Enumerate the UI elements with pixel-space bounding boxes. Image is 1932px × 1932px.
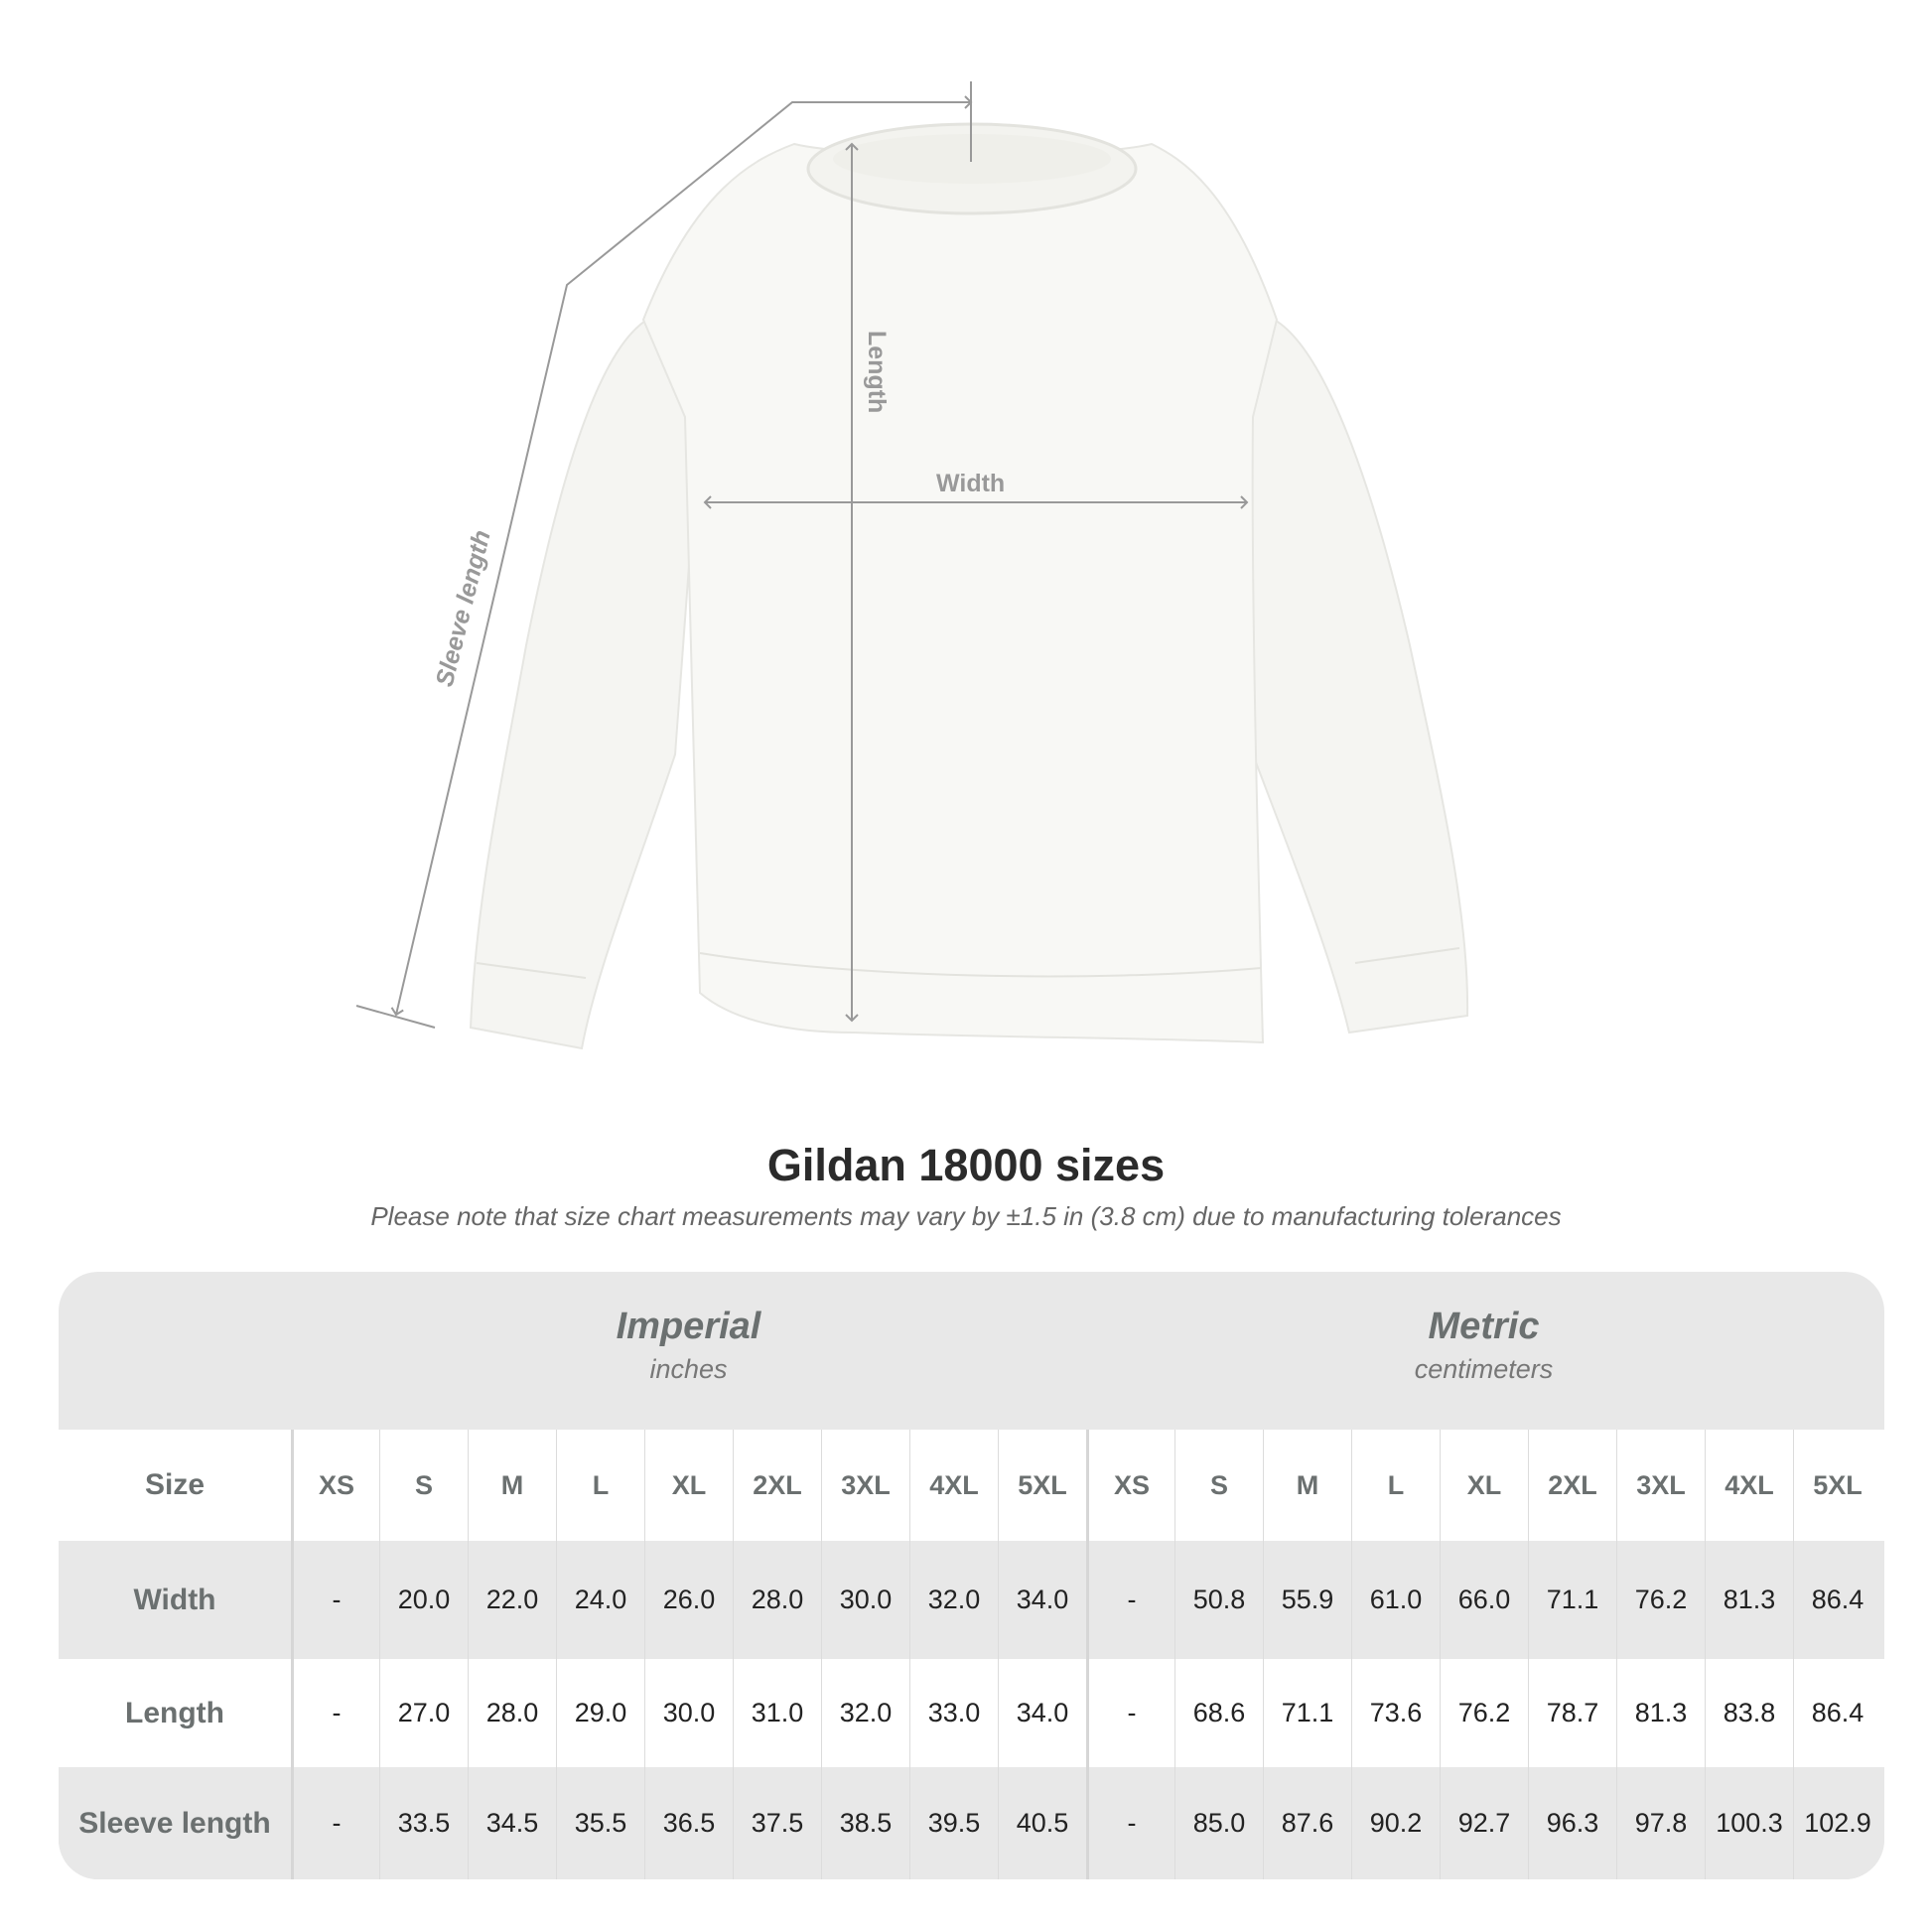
imperial-size-3xl: 3XL (821, 1430, 909, 1541)
imperial-value-cell: 30.0 (821, 1541, 909, 1659)
imperial-size-4xl: 4XL (909, 1430, 998, 1541)
sleeve-length-line (390, 95, 973, 1017)
metric-header: Metric centimeters (1086, 1272, 1881, 1430)
imperial-value-cell: 40.5 (998, 1767, 1086, 1879)
metric-value-cell: 100.3 (1705, 1767, 1793, 1879)
metric-size-2xl: 2XL (1528, 1430, 1616, 1541)
imperial-value-cell: 36.5 (644, 1767, 733, 1879)
imperial-value-cell: 39.5 (909, 1767, 998, 1879)
imperial-value-cell: 37.5 (733, 1767, 821, 1879)
imperial-value-cell: 29.0 (556, 1659, 644, 1767)
imperial-title: Imperial (616, 1306, 761, 1347)
imperial-size-2xl: 2XL (733, 1430, 821, 1541)
imperial-value-cell: 28.0 (468, 1659, 556, 1767)
imperial-value-cell: 38.5 (821, 1767, 909, 1879)
imperial-value-cell: 32.0 (821, 1659, 909, 1767)
imperial-value-cell: 34.0 (998, 1659, 1086, 1767)
metric-value-cell: 92.7 (1440, 1767, 1528, 1879)
metric-size-s: S (1174, 1430, 1263, 1541)
sleeve-length-label: Sleeve length (431, 527, 496, 689)
metric-value-cell: 73.6 (1351, 1659, 1440, 1767)
table-row-width: Width -20.0 22.0 24.0 26.0 28.0 30.0 32.0 34.0-5… (59, 1541, 1884, 1659)
tolerance-note: Please note that size chart measurements… (370, 1201, 1562, 1231)
imperial-value-cell: 20.0 (379, 1541, 468, 1659)
metric-size-m: M (1263, 1430, 1351, 1541)
metric-value-cell: 87.6 (1263, 1767, 1351, 1879)
metric-size-3xl: 3XL (1616, 1430, 1705, 1541)
metric-value-cell: 96.3 (1528, 1767, 1616, 1879)
imperial-value-cell: 27.0 (379, 1659, 468, 1767)
metric-value-cell: 76.2 (1616, 1541, 1705, 1659)
metric-value-cell: 90.2 (1351, 1767, 1440, 1879)
table-row-sleeve-length: Sleeve length -33.5 34.5 35.5 36.5 37.5 38.5 39… (59, 1767, 1884, 1879)
imperial-value-cell: 30.0 (644, 1659, 733, 1767)
metric-size-4xl: 4XL (1705, 1430, 1793, 1541)
width-label: Width (936, 470, 1005, 497)
metric-value-cell: 66.0 (1440, 1541, 1528, 1659)
imperial-size-xs: XS (291, 1430, 379, 1541)
metric-value-cell: 85.0 (1174, 1767, 1263, 1879)
metric-value-cell: - (1086, 1541, 1174, 1659)
imperial-value-cell: 35.5 (556, 1767, 644, 1879)
metric-value-cell: 102.9 (1793, 1767, 1881, 1879)
metric-value-cell: 76.2 (1440, 1659, 1528, 1767)
imperial-value-cell: 33.0 (909, 1659, 998, 1767)
metric-value-cell: 50.8 (1174, 1541, 1263, 1659)
imperial-value-cell: 24.0 (556, 1541, 644, 1659)
imperial-value-cell: 34.5 (468, 1767, 556, 1879)
size-header-row: Size XS S M L XL 2XL 3XL 4XL 5XL XS S M L XL 2XL 3XL 4XL 5… (59, 1430, 1884, 1541)
chart-title: Gildan 18000 sizes (766, 1140, 1166, 1190)
metric-size-l: L (1351, 1430, 1440, 1541)
metric-value-cell: - (1086, 1659, 1174, 1767)
imperial-value-cell: 34.0 (998, 1541, 1086, 1659)
imperial-value-cell: 28.0 (733, 1541, 821, 1659)
length-label: Length (863, 331, 891, 413)
imperial-value-cell: - (291, 1767, 379, 1879)
metric-unit: centimeters (1414, 1354, 1554, 1384)
imperial-value-cell: 26.0 (644, 1541, 733, 1659)
imperial-size-l: L (556, 1430, 644, 1541)
sweatshirt-image (469, 122, 1469, 1050)
metric-value-cell: 71.1 (1263, 1659, 1351, 1767)
imperial-value-cell: 31.0 (733, 1659, 821, 1767)
metric-value-cell: 81.3 (1616, 1659, 1705, 1767)
sweatshirt-diagram: Length Width Sleeve length (355, 81, 1469, 1050)
imperial-value-cell: 33.5 (379, 1767, 468, 1879)
metric-value-cell: - (1086, 1767, 1174, 1879)
metric-value-cell: 81.3 (1705, 1541, 1793, 1659)
row-label: Width (133, 1583, 216, 1616)
metric-value-cell: 55.9 (1263, 1541, 1351, 1659)
imperial-value-cell: 22.0 (468, 1541, 556, 1659)
metric-value-cell: 61.0 (1351, 1541, 1440, 1659)
metric-value-cell: 97.8 (1616, 1767, 1705, 1879)
metric-size-5xl: 5XL (1793, 1430, 1881, 1541)
row-label: Length (125, 1696, 224, 1729)
table-row-length: Length -27.0 28.0 29.0 30.0 31.0 32.0 33.0 34.0-… (59, 1659, 1884, 1767)
imperial-size-5xl: 5XL (998, 1430, 1086, 1541)
imperial-value-cell: - (291, 1659, 379, 1767)
metric-size-xs: XS (1086, 1430, 1174, 1541)
imperial-size-m: M (468, 1430, 556, 1541)
imperial-value-cell: - (291, 1541, 379, 1659)
imperial-header: Imperial inches (291, 1272, 1086, 1430)
metric-title: Metric (1428, 1306, 1540, 1347)
metric-value-cell: 83.8 (1705, 1659, 1793, 1767)
metric-value-cell: 78.7 (1528, 1659, 1616, 1767)
metric-value-cell: 71.1 (1528, 1541, 1616, 1659)
metric-size-xl: XL (1440, 1430, 1528, 1541)
size-table: Imperial inches Metric centimeters Size X… (59, 1272, 1884, 1879)
sleeve-tick-bottom (355, 1005, 436, 1029)
imperial-value-cell: 32.0 (909, 1541, 998, 1659)
imperial-unit: inches (649, 1354, 728, 1384)
metric-value-cell: 68.6 (1174, 1659, 1263, 1767)
metric-value-cell: 86.4 (1793, 1659, 1881, 1767)
imperial-size-s: S (379, 1430, 468, 1541)
imperial-size-xl: XL (644, 1430, 733, 1541)
row-label: Sleeve length (78, 1806, 271, 1840)
size-label: Size (144, 1468, 206, 1501)
metric-value-cell: 86.4 (1793, 1541, 1881, 1659)
